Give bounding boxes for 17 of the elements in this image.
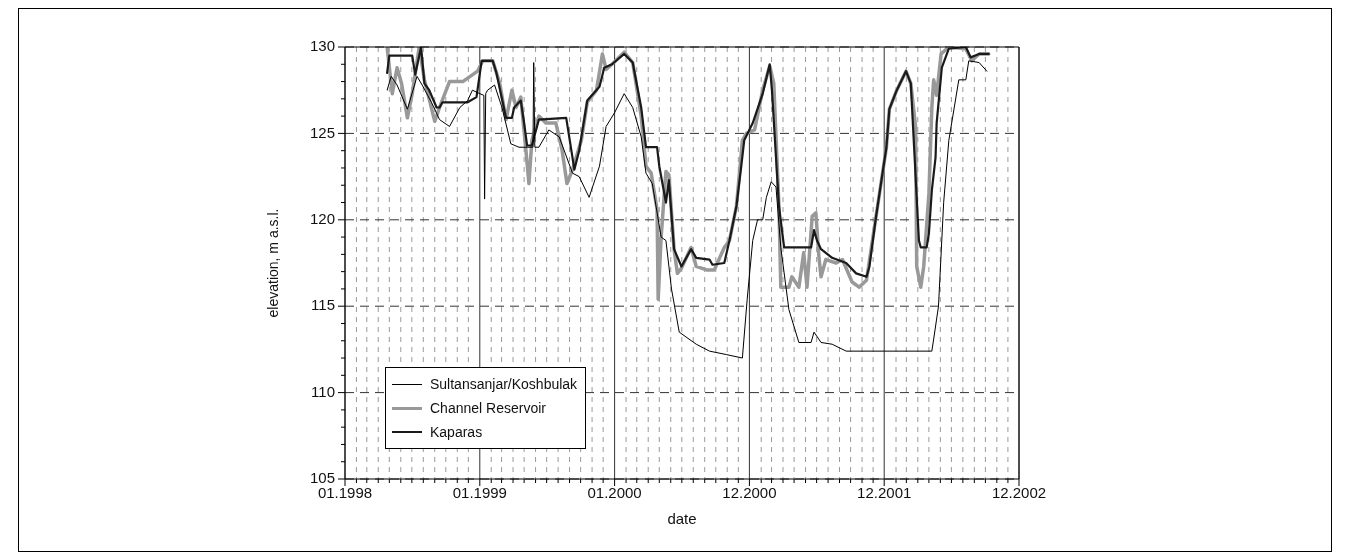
x-tick-label: 12.2000	[722, 484, 777, 502]
x-tick-label: 01.1999	[452, 484, 507, 502]
legend-label: Sultansanjar/Koshbulak	[430, 376, 578, 392]
y-tick-label: 105	[309, 469, 335, 487]
x-tick-label: 12.2001	[857, 484, 912, 502]
y-tick-label: 125	[309, 123, 335, 141]
y-tick-label: 115	[311, 296, 335, 314]
x-tick-label: 01.1998	[317, 484, 373, 502]
x-axis-title: date	[667, 510, 697, 528]
x-tick-label: 01.2000	[587, 484, 642, 502]
y-tick-label: 120	[309, 209, 335, 227]
legend-label: Kaparas	[430, 424, 483, 440]
y-tick-label: 130	[309, 37, 335, 55]
legend-label: Channel Reservoir	[430, 400, 546, 416]
x-tick-label: 12.2002	[991, 484, 1047, 502]
y-tick-label: 110	[311, 382, 335, 400]
y-axis-title: elevation, m a.s.l.	[265, 208, 282, 318]
